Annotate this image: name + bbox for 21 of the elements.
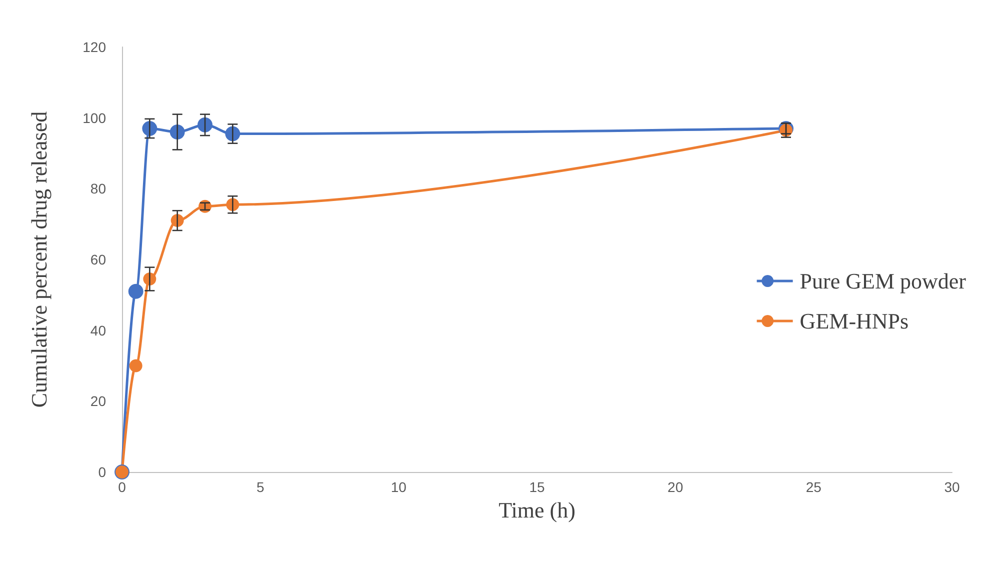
point bbox=[198, 117, 212, 132]
point bbox=[128, 284, 144, 299]
legend-label: GEM-HNPs bbox=[800, 308, 909, 334]
legend-label: Pure GEM powder bbox=[800, 268, 967, 294]
x-tick-label: 15 bbox=[529, 479, 545, 495]
y-tick-label: 40 bbox=[90, 322, 106, 338]
x-axis-title: Time (h) bbox=[498, 497, 576, 522]
x-tick-label: 0 bbox=[118, 479, 126, 495]
y-tick-label: 20 bbox=[90, 393, 106, 410]
y-tick-label: 120 bbox=[82, 39, 106, 55]
x-tick-label: 10 bbox=[390, 479, 407, 495]
y-axis-title: Cumulative percent drug released bbox=[26, 111, 52, 408]
x-tick-label: 30 bbox=[944, 479, 960, 495]
x-tick-label: 20 bbox=[668, 479, 684, 495]
x-tick-label: 5 bbox=[256, 479, 264, 495]
y-tick-label: 100 bbox=[82, 110, 106, 126]
y-tick-label: 0 bbox=[98, 464, 106, 480]
point bbox=[129, 359, 142, 372]
x-tick-label: 25 bbox=[806, 479, 822, 495]
y-tick-label: 60 bbox=[90, 252, 106, 268]
y-tick-label: 80 bbox=[90, 180, 106, 197]
